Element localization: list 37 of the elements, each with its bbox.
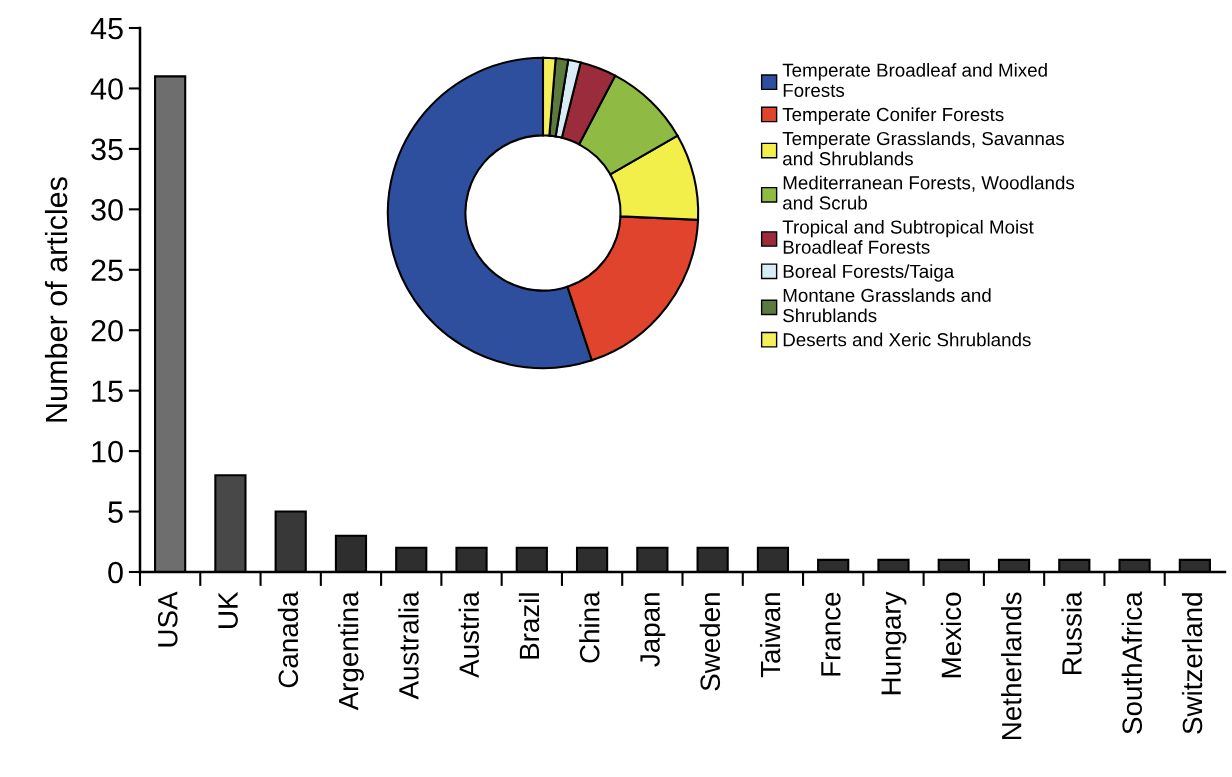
legend-label: Deserts and Xeric Shrublands: [783, 332, 1031, 347]
y-tick-label: 10: [92, 440, 123, 463]
legend-label: Temperate Broadleaf and Mixed Forests: [782, 63, 1047, 97]
y-tick-label: 0: [108, 561, 123, 584]
legend-label: Mediterranean Forests, Woodlands and Scrub: [783, 175, 1075, 210]
x-tick-label: Taiwan: [759, 593, 781, 678]
legend-label: Temperate Grasslands, Savannas and Shrublands: [782, 131, 1065, 166]
x-tick-label: Austria: [458, 591, 479, 678]
legend-label: Boreal Forests/Taiga: [783, 264, 955, 282]
x-tick-label: Australia: [398, 591, 419, 700]
x-tick-label: UK: [218, 591, 238, 628]
x-tick-label: France: [821, 592, 841, 676]
y-tick-label: 40: [90, 78, 123, 100]
x-tick-label: Japan: [640, 593, 666, 667]
y-tick-label: 30: [91, 199, 123, 221]
x-tick-label: Brazil: [518, 593, 540, 659]
y-tick-label: 20: [91, 319, 123, 342]
y-axis-title: Number of articles: [44, 177, 68, 422]
x-tick-label: Switzerland: [1181, 593, 1203, 734]
x-tick-label: Russia: [1061, 591, 1082, 675]
x-tick-label: Hungary: [881, 591, 907, 695]
legend-label: Montane Grasslands and Shrublands: [783, 288, 991, 323]
x-tick-label: Sweden: [699, 593, 721, 691]
y-tick-label: 15: [92, 380, 123, 403]
legend-label: Temperate Conifer Forests: [782, 107, 1004, 125]
x-tick-label: Mexico: [940, 592, 962, 678]
x-tick-label: Argentina: [338, 591, 364, 711]
x-tick-label: USA: [157, 591, 178, 647]
legend-label: Tropical and Subtropical Moist Broadleaf Forests: [782, 219, 1034, 254]
x-tick-label: SouthAfrica: [1121, 591, 1143, 734]
x-tick-label: China: [579, 591, 600, 663]
y-tick-label: 25: [91, 259, 123, 282]
y-tick-label: 35: [91, 138, 123, 161]
x-tick-label: Canada: [277, 591, 299, 688]
y-tick-label: 5: [108, 501, 123, 523]
y-tick-label: 45: [90, 18, 123, 40]
x-tick-label: Netherlands: [1001, 592, 1022, 739]
